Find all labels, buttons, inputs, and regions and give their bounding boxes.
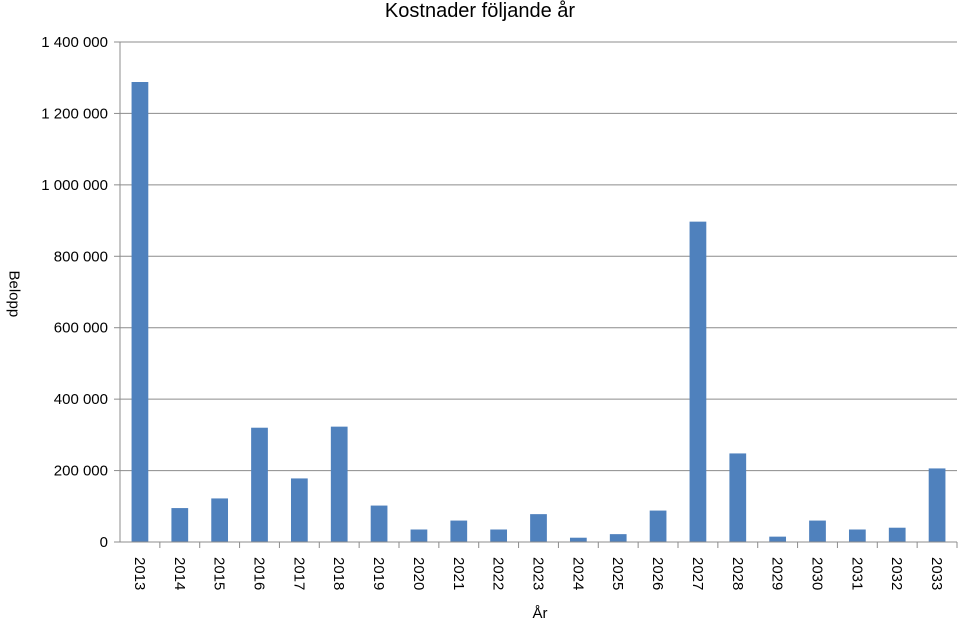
bar-2021 (450, 520, 468, 542)
y-tick-labels: 0 200 000 400 000 600 000 800 000 1 000 000 1 … (41, 34, 120, 551)
x-tick-label: 2025 (609, 557, 626, 590)
bar-2030 (809, 520, 826, 542)
x-tick-label: 2023 (530, 557, 547, 590)
bars (131, 82, 946, 542)
bar-2019 (370, 505, 388, 542)
gridlines (120, 41, 957, 472)
bar-2018 (330, 426, 348, 542)
bar-2025 (609, 534, 627, 542)
x-tick-labels: 2013 2014 2015 2016 2017 2018 2019 2020 2021 2022… (131, 542, 958, 590)
x-tick-label: 2030 (809, 557, 826, 590)
bar-2029 (769, 536, 787, 542)
y-tick-label: 800 000 (54, 248, 108, 265)
x-tick-label: 2024 (569, 557, 586, 590)
x-tick-label: 2014 (171, 557, 188, 590)
bar-2033 (928, 468, 946, 542)
y-tick-label: 1 000 000 (41, 177, 108, 194)
x-tick-label: 2018 (330, 557, 347, 590)
x-tick-label: 2026 (649, 557, 666, 590)
bar-2031 (848, 529, 866, 542)
x-tick-label: 2033 (928, 557, 945, 590)
bar-2032 (888, 527, 906, 542)
y-tick-label: 200 000 (54, 463, 108, 480)
bar-2016 (251, 427, 268, 542)
x-tick-label: 2031 (848, 557, 865, 590)
bar-2014 (171, 508, 189, 542)
bar-2013 (131, 82, 149, 542)
x-tick-label: 2017 (290, 557, 307, 590)
bar-2022 (490, 529, 508, 542)
x-tick-label: 2022 (490, 557, 507, 590)
x-tick-label: 2020 (410, 557, 427, 590)
bar-2024 (569, 537, 587, 542)
x-tick-label: 2027 (689, 557, 706, 590)
chart-title: Kostnader följande år (384, 0, 576, 22)
bar-2015 (211, 498, 229, 542)
x-tick-label: 2028 (729, 557, 746, 590)
x-tick-label: 2032 (888, 557, 905, 590)
y-tick-label: 400 000 (54, 391, 108, 408)
x-axis-label: År (532, 605, 548, 622)
axes (119, 42, 957, 543)
bar-2017 (290, 478, 308, 542)
y-tick-label: 1 200 000 (41, 105, 108, 122)
x-tick-label: 2016 (251, 557, 268, 590)
x-tick-label: 2013 (131, 557, 148, 590)
y-tick-label: 1 400 000 (41, 34, 108, 51)
x-tick-label: 2015 (211, 557, 228, 590)
bar-2026 (649, 510, 667, 542)
x-tick-label: 2019 (370, 557, 387, 590)
bar-2020 (410, 529, 428, 542)
y-tick-label: 0 (100, 534, 108, 551)
x-tick-label: 2029 (769, 557, 786, 590)
bar-2023 (530, 514, 547, 542)
bar-2028 (729, 453, 747, 542)
bar-2027 (689, 221, 707, 542)
x-tick-label: 2021 (450, 557, 467, 590)
y-tick-label: 600 000 (54, 320, 108, 337)
